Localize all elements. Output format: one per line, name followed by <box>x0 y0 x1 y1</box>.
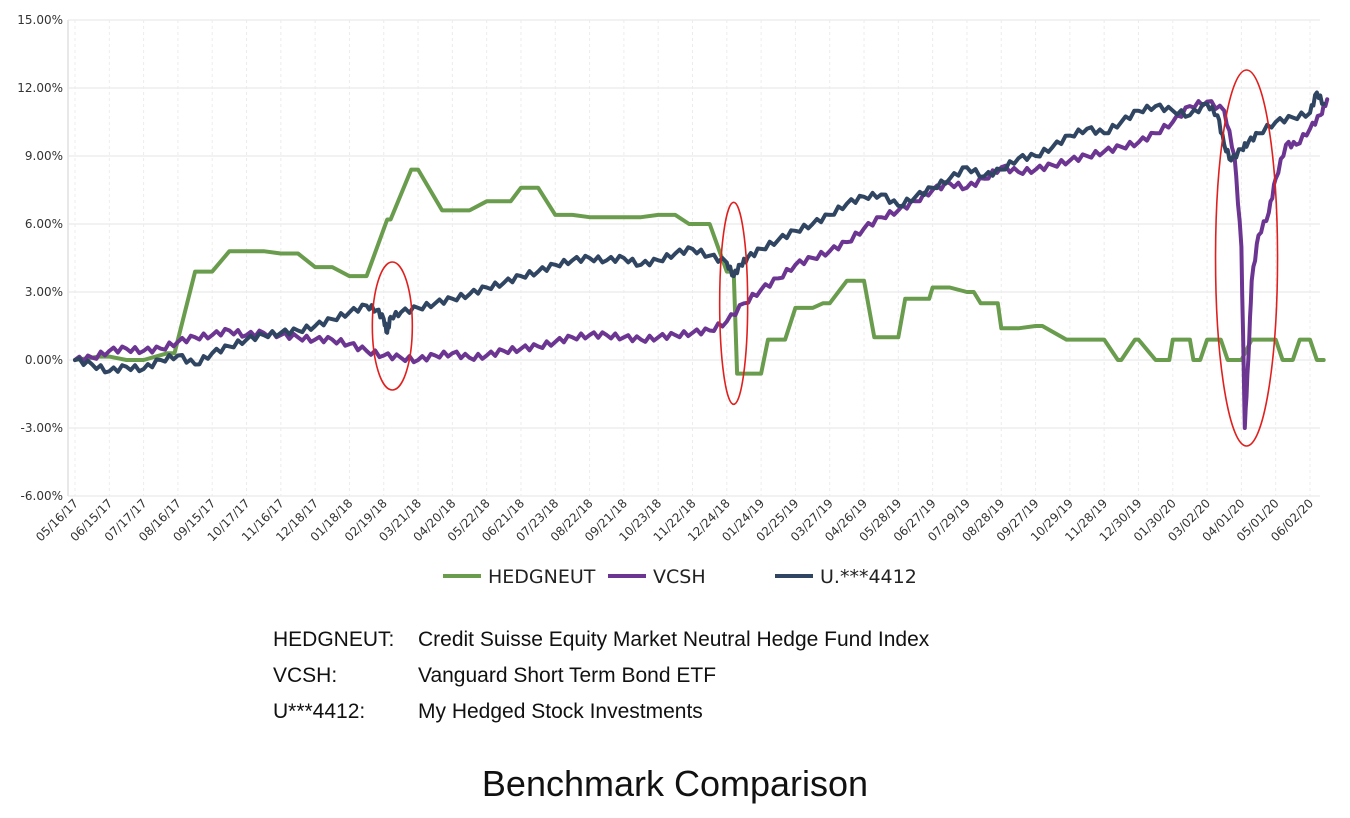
series-line-hedgneut <box>73 167 1326 376</box>
y-axis: 15.00% 12.00% 9.00% 6.00% 3.00% 0.00% -3.00% -6… <box>17 13 63 503</box>
y-tick-label: 9.00% <box>25 149 63 163</box>
note-row-hedgneut: HEDGNEUT: Credit Suisse Equity Market Ne… <box>273 622 929 658</box>
highlight-ellipse <box>718 201 749 406</box>
y-tick-label: -6.00% <box>21 489 63 503</box>
legend-label: VCSH <box>653 566 706 588</box>
series-lines <box>73 90 1330 430</box>
series-line-u-4412 <box>73 90 1326 375</box>
y-tick-label: 0.00% <box>25 353 63 367</box>
legend-label: HEDGNEUT <box>488 566 596 588</box>
note-key: U***4412: <box>273 700 366 723</box>
grid-lines <box>67 19 1320 497</box>
series-notes: HEDGNEUT: Credit Suisse Equity Market Ne… <box>273 622 929 730</box>
y-tick-label: -3.00% <box>21 421 63 435</box>
chart-legend: HEDGNEUT VCSH U.***4412 <box>443 566 917 588</box>
note-value: Vanguard Short Term Bond ETF <box>418 664 717 687</box>
legend-label: U.***4412 <box>820 566 917 588</box>
highlight-ellipses <box>371 69 1279 447</box>
chart-caption: Benchmark Comparison <box>481 763 869 804</box>
y-tick-label: 3.00% <box>25 285 63 299</box>
y-tick-label: 15.00% <box>17 13 63 27</box>
highlight-ellipse <box>1214 69 1279 447</box>
note-row-vcsh: VCSH: Vanguard Short Term Bond ETF <box>273 658 929 694</box>
note-row-account: U***4412: My Hedged Stock Investments <box>273 694 929 730</box>
y-tick-label: 12.00% <box>17 81 63 95</box>
y-tick-label: 6.00% <box>25 217 63 231</box>
note-value: My Hedged Stock Investments <box>418 700 703 723</box>
highlight-ellipse <box>371 261 414 391</box>
series-line-vcsh <box>73 97 1330 430</box>
note-key: VCSH: <box>273 664 338 687</box>
note-value: Credit Suisse Equity Market Neutral Hedg… <box>418 628 930 651</box>
x-axis: 05/16/1706/15/1707/17/1708/16/1709/15/17… <box>33 496 1316 544</box>
benchmark-line-chart: 15.00% 12.00% 9.00% 6.00% 3.00% 0.00% -3.00% -6… <box>17 13 1330 588</box>
note-key: HEDGNEUT: <box>273 628 395 651</box>
